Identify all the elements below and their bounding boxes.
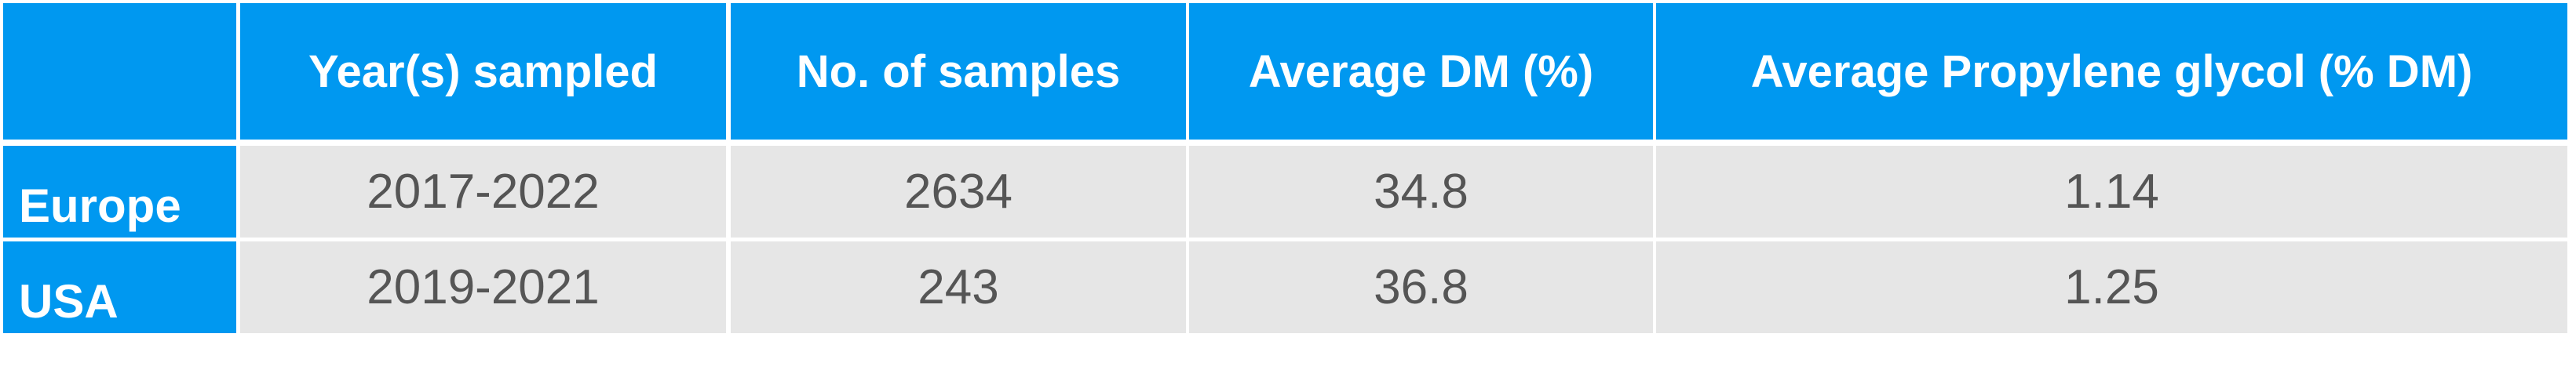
table-cell: 2019-2021 bbox=[240, 241, 726, 333]
table-cell: 34.8 bbox=[1189, 146, 1653, 238]
corner-cell bbox=[3, 3, 236, 140]
table-cell: 1.25 bbox=[1656, 241, 2567, 333]
header-cell: Average DM (%) bbox=[1189, 3, 1653, 140]
row-label: USA bbox=[3, 241, 236, 333]
table-cell: 36.8 bbox=[1189, 241, 1653, 333]
table-cell: 2634 bbox=[731, 146, 1186, 238]
header-cell: No. of samples bbox=[731, 3, 1186, 140]
table-cell: 2017-2022 bbox=[240, 146, 726, 238]
header-cell: Year(s) sampled bbox=[240, 3, 726, 140]
row-label: Europe bbox=[3, 146, 236, 238]
table-cell: 243 bbox=[731, 241, 1186, 333]
header-cell: Average Propylene glycol (% DM) bbox=[1656, 3, 2567, 140]
table-cell: 1.14 bbox=[1656, 146, 2567, 238]
